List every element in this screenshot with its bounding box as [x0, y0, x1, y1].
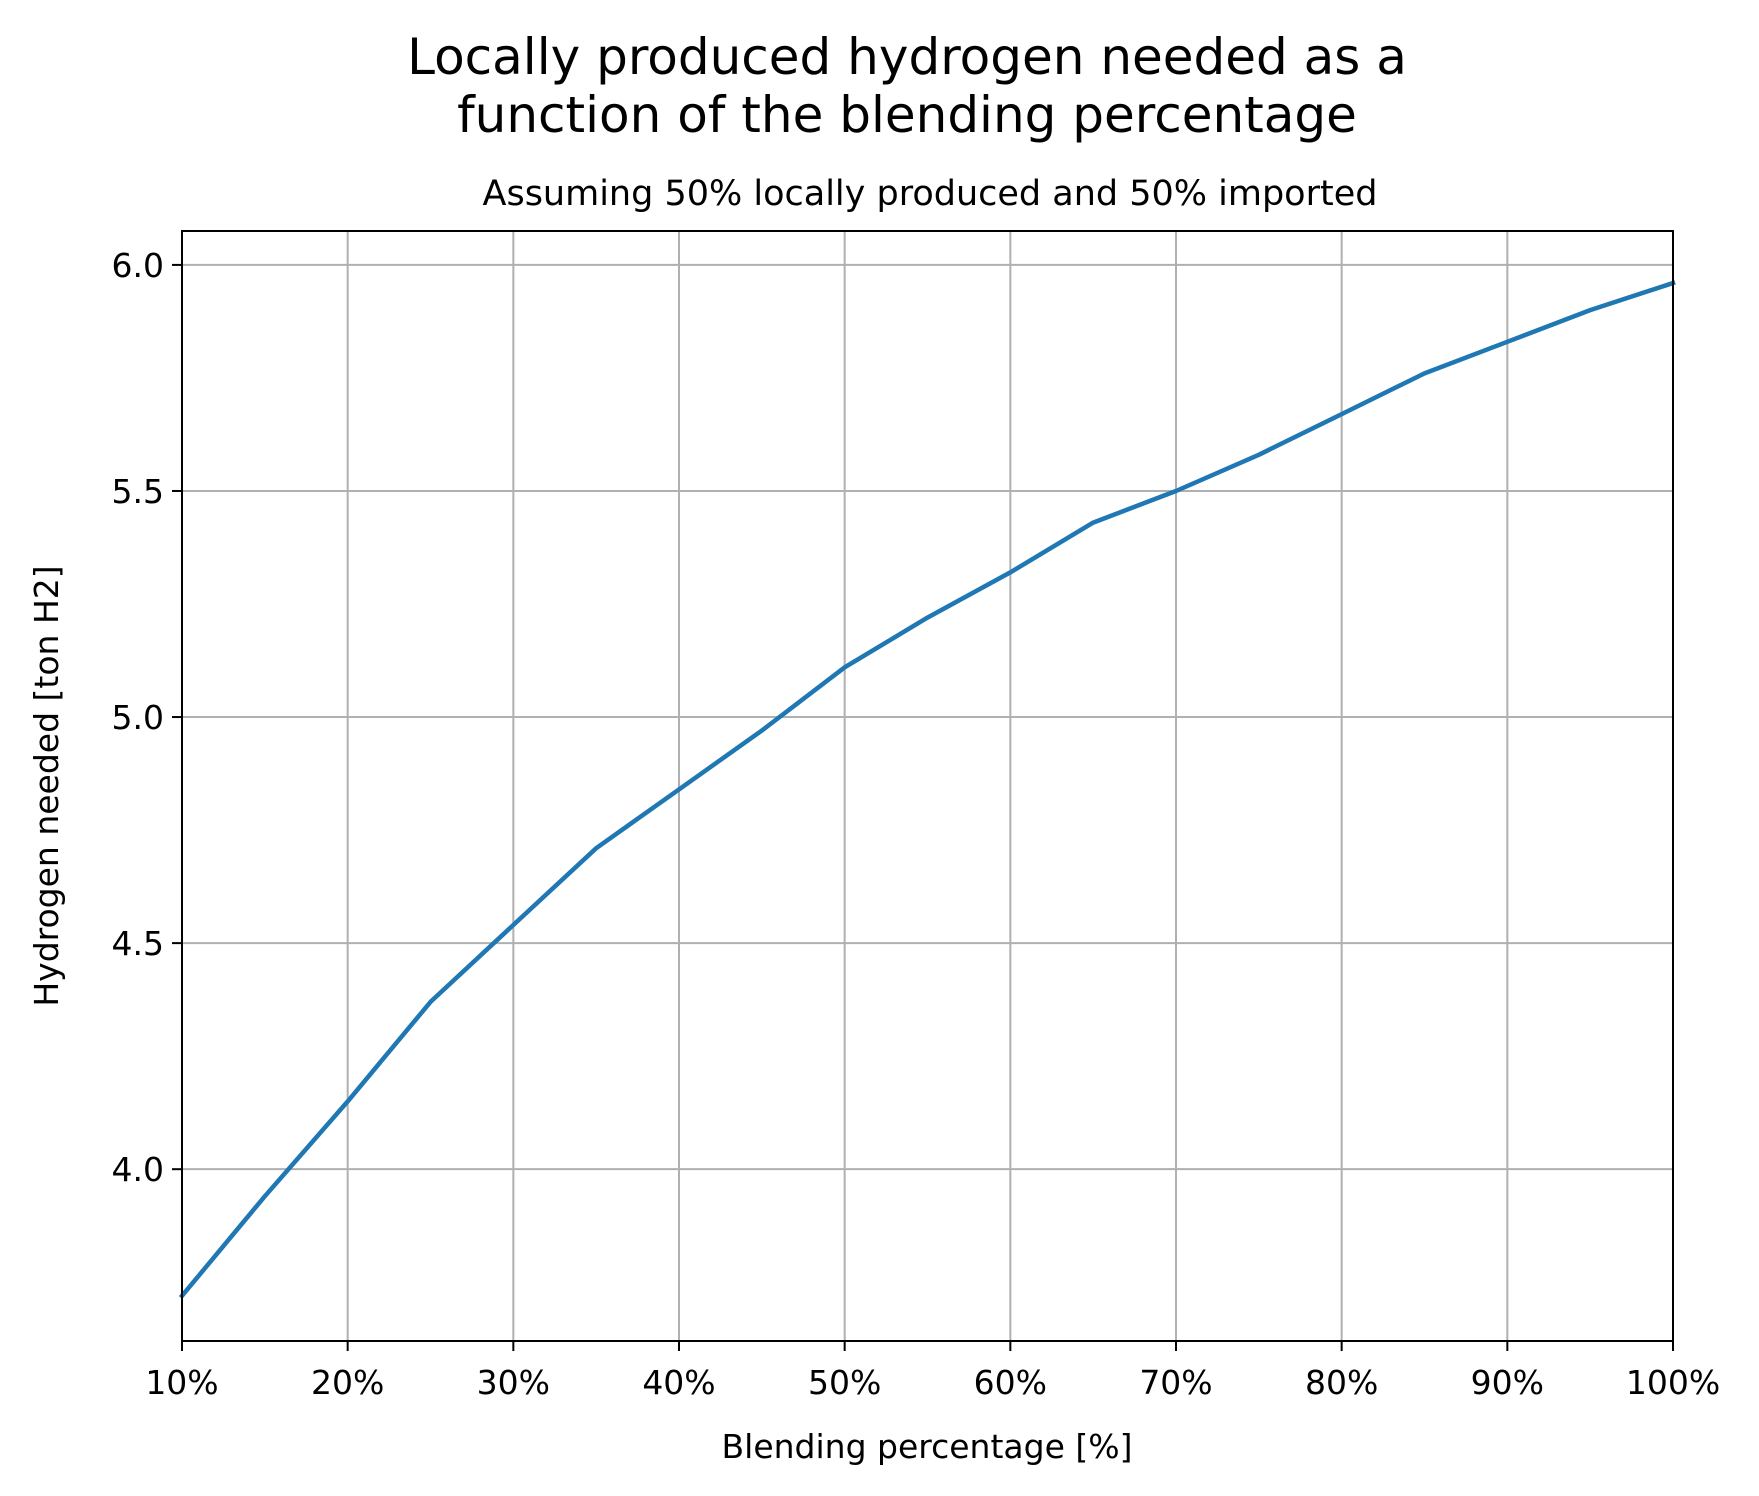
- y-axis-label: Hydrogen needed [ton H2]: [27, 565, 66, 1006]
- y-axis: 4.0 4.5 5.0 5.5 6.0: [112, 246, 182, 1189]
- y-tick-label: 5.0: [112, 698, 164, 737]
- y-tick-label: 5.5: [112, 472, 164, 511]
- chart-title-line: Locally produced hydrogen needed as a: [407, 28, 1407, 86]
- x-axis: 10% 20% 30% 40% 50% 60% 70% 80% 90% 100%: [145, 1341, 1720, 1402]
- x-tick-label: 100%: [1626, 1363, 1720, 1402]
- y-tick-label: 4.5: [112, 924, 164, 963]
- plot-frame: [181, 230, 1674, 1342]
- x-tick-label: 50%: [808, 1363, 881, 1402]
- x-tick-label: 40%: [642, 1363, 715, 1402]
- x-tick-label: 80%: [1305, 1363, 1378, 1402]
- series-layer: [178, 280, 1676, 1299]
- x-tick-label: 70%: [1139, 1363, 1212, 1402]
- chart-title: Locally produced hydrogen needed as a fun…: [407, 28, 1407, 144]
- chart-title-line: function of the blending percentage: [457, 86, 1357, 144]
- y-tick-label: 4.0: [112, 1150, 164, 1189]
- series-line: [178, 280, 1676, 1299]
- x-tick-label: 10%: [145, 1363, 218, 1402]
- chart-subtitle: Assuming 50% locally produced and 50% im…: [483, 174, 1378, 214]
- x-tick-label: 60%: [974, 1363, 1047, 1402]
- x-tick-label: 90%: [1471, 1363, 1544, 1402]
- x-axis-label: Blending percentage [%]: [722, 1427, 1133, 1466]
- grid: [181, 231, 1674, 1341]
- y-tick-label: 6.0: [112, 246, 164, 285]
- x-tick-label: 20%: [311, 1363, 384, 1402]
- x-tick-label: 30%: [477, 1363, 550, 1402]
